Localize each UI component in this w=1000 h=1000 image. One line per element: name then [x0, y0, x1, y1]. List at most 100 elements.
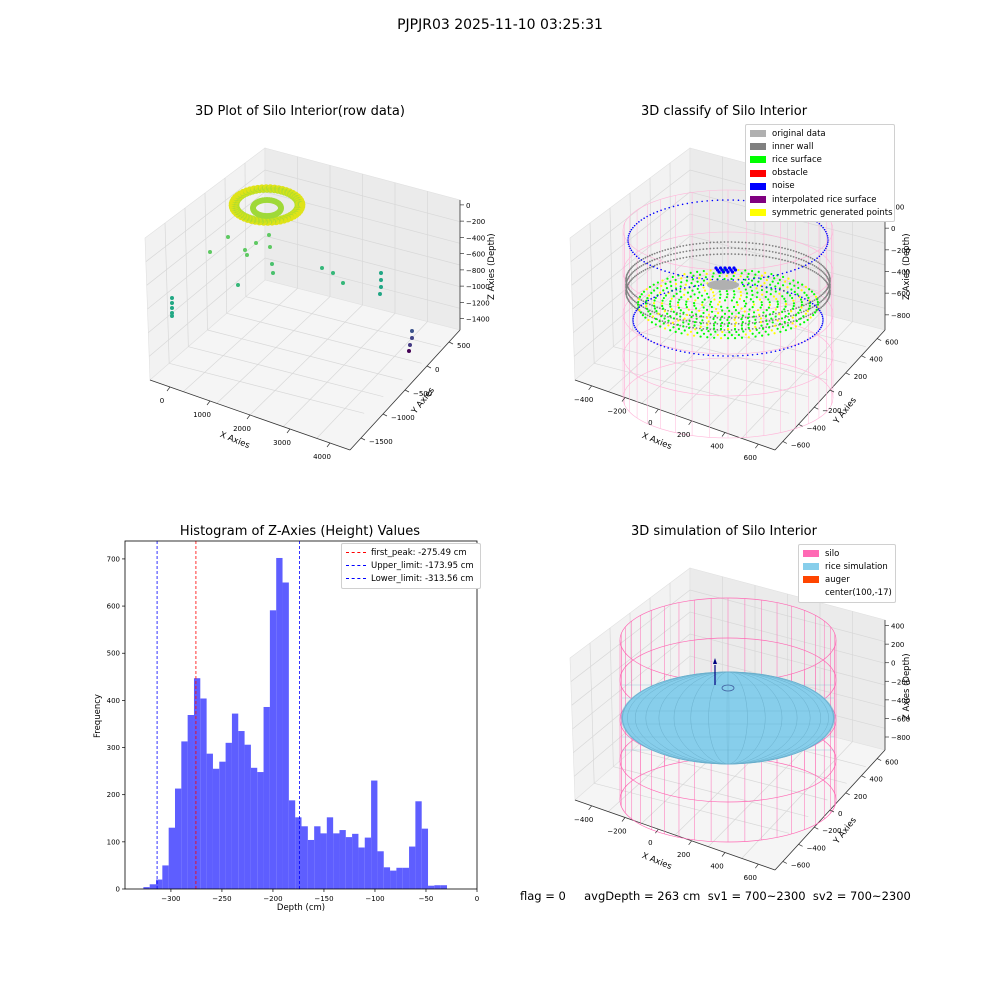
rice-surface-point: [683, 317, 686, 320]
rice-surface-point: [679, 285, 682, 288]
histogram-bar: [282, 582, 289, 889]
y-tick-label: 0: [838, 390, 842, 398]
inner-wall-point: [751, 327, 754, 330]
inner-wall-point: [820, 300, 823, 303]
inner-wall-point: [688, 249, 691, 252]
noise-point: [696, 201, 698, 203]
histogram-bar: [143, 887, 150, 889]
x-tick-label: −100: [365, 895, 384, 903]
noise-point: [827, 237, 829, 239]
x-tick-label: −300: [161, 895, 180, 903]
rice-surface-point: [725, 289, 728, 293]
inner-wall-point: [734, 241, 737, 243]
legend-label: Lower_limit: -313.56 cm: [371, 573, 474, 584]
inner-wall-point: [676, 258, 678, 260]
legend-line-swatch: [346, 565, 366, 567]
inner-wall-point: [761, 314, 764, 317]
rice-surface-point: [748, 320, 751, 323]
rice-surface-point: [712, 317, 715, 321]
inner-wall-point: [648, 309, 651, 312]
rice-surface-point: [740, 318, 743, 321]
rice-surface-point: [672, 326, 675, 329]
inner-wall-point: [781, 246, 783, 249]
inner-wall-point: [673, 258, 675, 261]
rice-surface-point: [685, 279, 688, 282]
raw-points: [170, 184, 414, 353]
noise-point: [815, 306, 818, 308]
inner-wall-point: [778, 258, 780, 260]
rice-surface-point: [707, 330, 710, 333]
noise-point: [693, 352, 695, 355]
rice-surface-point: [703, 289, 707, 292]
rice-surface-point: [714, 330, 717, 333]
inner-wall-point: [676, 318, 678, 320]
noise-point: [677, 204, 679, 207]
inner-wall-point: [771, 244, 774, 247]
noise-point: [701, 200, 703, 203]
legend-label: symmetric generated points: [772, 207, 893, 218]
noise-point: [817, 330, 820, 332]
rice-surface-point: [718, 296, 722, 299]
noise-point: [632, 322, 635, 325]
histogram-bar: [339, 830, 346, 889]
noise-point: [627, 241, 629, 243]
inner-wall-point: [630, 290, 632, 293]
inner-wall-point: [625, 289, 627, 292]
noise-point: [653, 341, 655, 344]
rice-surface-point: [654, 296, 657, 299]
inner-wall-point: [716, 241, 719, 244]
inner-wall-point: [805, 309, 808, 312]
noise-point: [642, 302, 645, 305]
inner-wall-point: [748, 241, 751, 244]
rice-surface-point: [711, 275, 714, 278]
inner-wall-point: [787, 321, 789, 324]
rice-surface-point: [764, 295, 767, 299]
rice-surface-point: [809, 316, 812, 319]
inner-wall-point: [789, 249, 792, 251]
inner-wall-point: [638, 304, 641, 306]
figure-title: PJPJR03 2025-11-10 03:25:31: [397, 17, 603, 33]
rice-surface-point: [743, 299, 746, 303]
inner-wall-point: [695, 254, 698, 257]
inner-wall-point: [768, 244, 771, 247]
inner-wall-point: [787, 248, 789, 251]
x-tick: [166, 386, 171, 392]
rice-surface-point: [728, 315, 731, 319]
y-tick: [876, 758, 882, 761]
rice-surface-point: [744, 288, 747, 291]
inner-wall-point: [795, 307, 798, 310]
rice-surface-point: [807, 296, 810, 299]
noise-point: [823, 249, 826, 252]
raw-point: [208, 250, 212, 254]
rice-surface-point: [636, 303, 640, 306]
inner-wall-point: [676, 252, 678, 254]
inner-wall-point: [797, 257, 800, 260]
rice-surface-point: [658, 320, 661, 323]
legend-label: noise: [772, 181, 795, 192]
inner-wall-point: [771, 313, 774, 316]
rice-surface-point: [805, 294, 808, 297]
rice-surface-point: [720, 315, 724, 318]
rice-surface-point: [760, 293, 764, 296]
rice-surface-point: [774, 308, 777, 311]
noise-point: [656, 210, 659, 213]
rice-surface-point: [699, 325, 702, 328]
inner-wall-point: [826, 294, 828, 297]
inner-wall-point: [716, 328, 719, 331]
noise-point: [640, 333, 643, 336]
rice-surface-point: [778, 313, 781, 316]
rice-surface-point: [692, 334, 696, 337]
noise-point: [721, 270, 726, 274]
rice-surface-point: [754, 325, 757, 328]
inner-wall-point: [821, 264, 824, 267]
rice-surface-point: [746, 316, 750, 320]
rice-surface-point: [777, 282, 780, 285]
legend-label: inner wall: [772, 141, 814, 152]
raw-zlabel: Z Axies (Depth): [487, 233, 497, 300]
inner-wall-point: [821, 305, 824, 308]
grid-line: [741, 741, 853, 859]
inner-wall-point: [692, 255, 695, 258]
rice-surface-point: [789, 327, 793, 330]
legend-entry: center(100,-17): [803, 587, 892, 600]
rice-surface-point: [676, 323, 679, 326]
